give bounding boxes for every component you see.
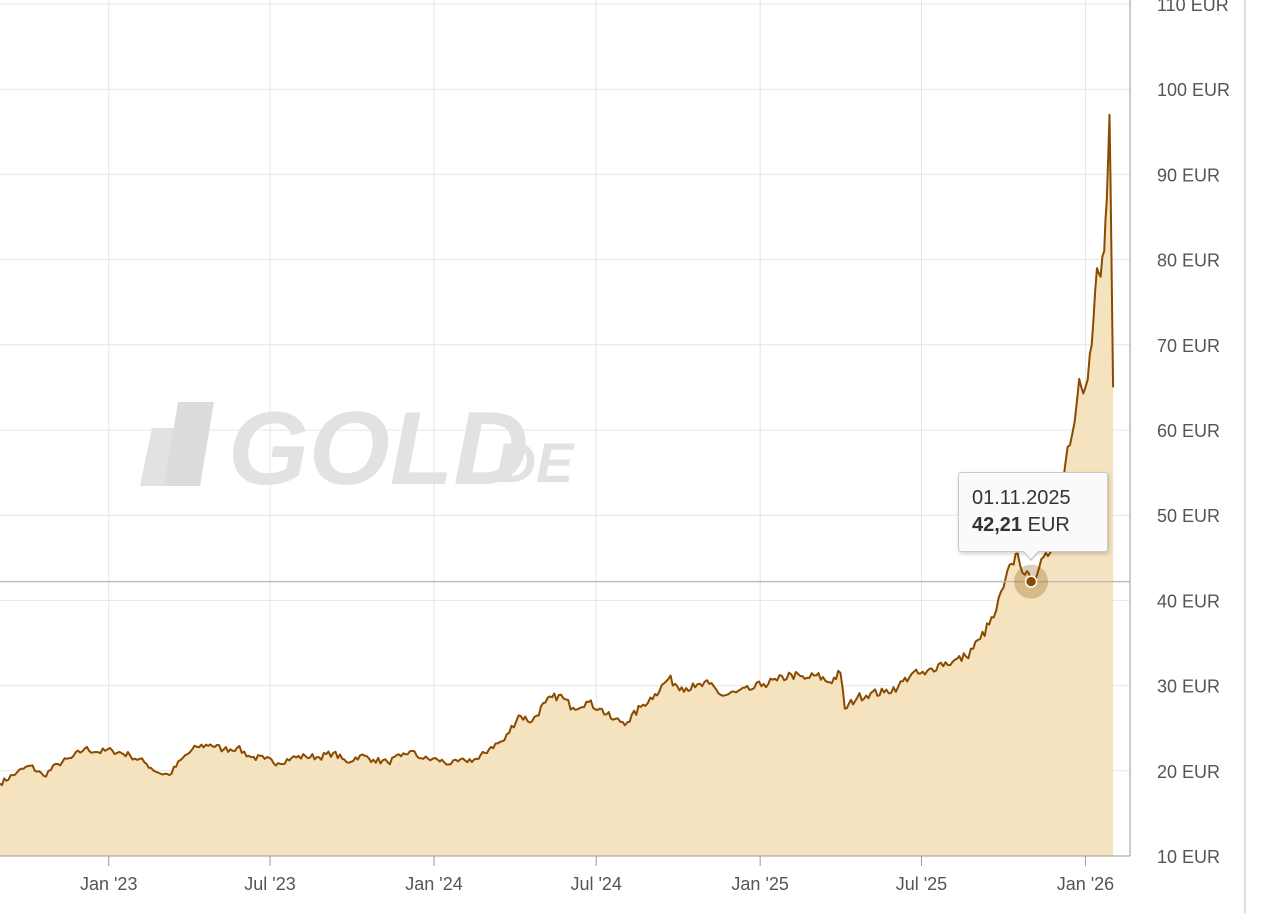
- y-tick-label: 30 EUR: [1157, 677, 1220, 697]
- x-tick-label: Jan '26: [1057, 874, 1114, 894]
- panel-edge: [1244, 0, 1246, 913]
- x-tick-label: Jan '25: [731, 874, 788, 894]
- tooltip-value: 42,21: [972, 514, 1023, 536]
- tooltip-pointer-inner: [1023, 550, 1039, 559]
- price-tooltip: 01.11.2025 42,21 EUR: [958, 472, 1108, 561]
- price-area-fill: [0, 114, 1114, 857]
- y-tick-label: 20 EUR: [1157, 762, 1220, 782]
- logo-mark-icon: [140, 402, 214, 486]
- x-axis-ticks: Jan '23 Jul '23 Jan '24 Jul '24 Jan '25 Jul '…: [80, 856, 1114, 894]
- watermark-suffix: .DE: [480, 431, 575, 494]
- y-tick-label: 110 EUR: [1157, 0, 1229, 15]
- y-tick-label: 70 EUR: [1157, 336, 1220, 356]
- y-tick-label: 100 EUR: [1157, 80, 1230, 100]
- y-tick-label: 60 EUR: [1157, 421, 1220, 441]
- x-tick-label: Jan '24: [405, 874, 462, 894]
- x-tick-label: Jul '23: [244, 874, 295, 894]
- y-tick-label: 40 EUR: [1157, 591, 1220, 611]
- y-tick-label: 50 EUR: [1157, 506, 1220, 526]
- highlight-point[interactable]: [1024, 575, 1038, 588]
- y-axis-ticks: 10 EUR 20 EUR 30 EUR 40 EUR 50 EUR 60 EUR 70 E…: [1157, 0, 1230, 867]
- y-tick-label: 90 EUR: [1157, 165, 1220, 185]
- watermark-brand: GOLD: [228, 391, 528, 507]
- x-tick-label: Jan '23: [80, 874, 137, 894]
- y-tick-label: 80 EUR: [1157, 251, 1220, 271]
- tooltip-unit: EUR: [1027, 514, 1070, 536]
- tooltip-price: 42,21 EUR: [972, 512, 1095, 539]
- highlight-marker[interactable]: [1014, 564, 1049, 599]
- price-line[interactable]: [0, 113, 1115, 787]
- y-tick-label: 10 EUR: [1157, 847, 1220, 867]
- tooltip-date: 01.11.2025: [972, 487, 1071, 509]
- x-tick-label: Jul '25: [896, 874, 947, 894]
- watermark-logo: GOLD .DE: [140, 391, 575, 507]
- x-tick-label: Jul '24: [570, 874, 621, 894]
